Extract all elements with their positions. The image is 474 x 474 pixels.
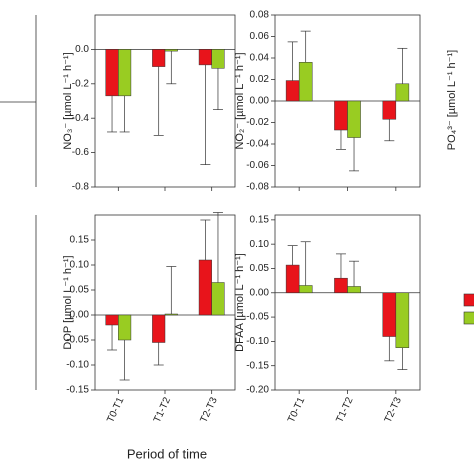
x-tick-label: T2-T3 — [199, 395, 220, 424]
y-tick-label: -0.10 — [246, 336, 269, 347]
y-tick-label: -0.08 — [246, 182, 269, 193]
y-tick-label: 0.08 — [250, 10, 270, 21]
x-axis-label: Period of time — [127, 446, 207, 461]
y-tick-label: 0.05 — [250, 263, 270, 274]
y-axis-label: DFAA [µmol L⁻¹ h⁻¹] — [234, 253, 246, 352]
bar — [198, 259, 212, 316]
bar — [298, 285, 313, 294]
y-tick-label: -0.20 — [246, 385, 269, 396]
y-tick-label: 0.02 — [250, 74, 270, 85]
bar — [198, 49, 212, 66]
y-tick-label: 0.15 — [250, 215, 270, 226]
y-axis-label: NO₃⁻ [µmol L⁻¹ h⁻¹] — [62, 52, 74, 149]
y-tick-label: -0.2 — [72, 78, 90, 89]
bar — [395, 292, 410, 348]
bar — [211, 282, 225, 316]
bar — [334, 277, 348, 294]
y-tick-label: -0.05 — [246, 312, 269, 323]
plot-frame — [274, 214, 421, 391]
x-tick-label: T0-T1 — [105, 395, 126, 424]
y-tick-label: -0.8 — [72, 182, 90, 193]
bar — [105, 49, 119, 97]
y-tick-label: -0.15 — [66, 385, 89, 396]
bar — [382, 100, 397, 120]
bar — [347, 100, 361, 138]
bar — [285, 80, 300, 102]
y-tick-label: -0.15 — [246, 360, 269, 371]
x-tick-label: T1-T2 — [334, 395, 355, 424]
y-tick-label: -0.10 — [66, 360, 89, 371]
y-tick-label: 0.00 — [70, 310, 90, 321]
legend-swatch — [463, 311, 474, 325]
y-tick-label: -0.06 — [246, 160, 269, 171]
y-tick-label: -0.6 — [72, 147, 90, 158]
y-axis-label: DOP [µmol L⁻¹ h⁻¹] — [62, 255, 74, 349]
y-tick-label: 0.15 — [70, 235, 90, 246]
y-tick-label: -0.02 — [246, 117, 269, 128]
bar — [152, 49, 166, 67]
y-tick-label: 0.04 — [250, 53, 270, 64]
plot-frame — [94, 14, 236, 188]
x-tick-label: T2-T3 — [383, 395, 404, 424]
y-tick-label: 0.05 — [70, 285, 90, 296]
y-tick-label: -0.04 — [246, 139, 269, 150]
side-label: PO₄³⁻ [µmol L⁻¹ h⁻¹] — [446, 50, 458, 150]
y-tick-label: 0.0 — [75, 44, 89, 55]
y-tick-label: 0.06 — [250, 31, 270, 42]
bar — [118, 49, 132, 97]
bar — [105, 314, 119, 326]
bar — [118, 314, 132, 341]
bar — [395, 83, 410, 102]
y-tick-label: 0.00 — [250, 96, 270, 107]
plot-frame — [94, 214, 236, 391]
plot-frame — [274, 14, 421, 188]
y-axis-label: NO₂⁻ [µmol L⁻¹ h⁻¹] — [234, 52, 246, 149]
x-tick-label: T0-T1 — [286, 395, 307, 424]
bar — [164, 313, 178, 316]
bar — [382, 292, 397, 337]
bar — [285, 264, 300, 294]
bar — [298, 62, 313, 102]
x-tick-label: T1-T2 — [152, 395, 173, 424]
y-tick-label: 0.00 — [250, 287, 270, 298]
bar — [334, 100, 348, 131]
y-tick-label: 0.10 — [70, 260, 90, 271]
y-tick-label: -0.4 — [72, 113, 90, 124]
bar — [347, 286, 361, 294]
y-tick-label: 0.10 — [250, 239, 270, 250]
legend-swatch — [463, 293, 474, 307]
bar — [211, 49, 225, 69]
bar — [152, 314, 166, 343]
bar — [164, 49, 178, 52]
y-tick-label: -0.05 — [66, 335, 89, 346]
